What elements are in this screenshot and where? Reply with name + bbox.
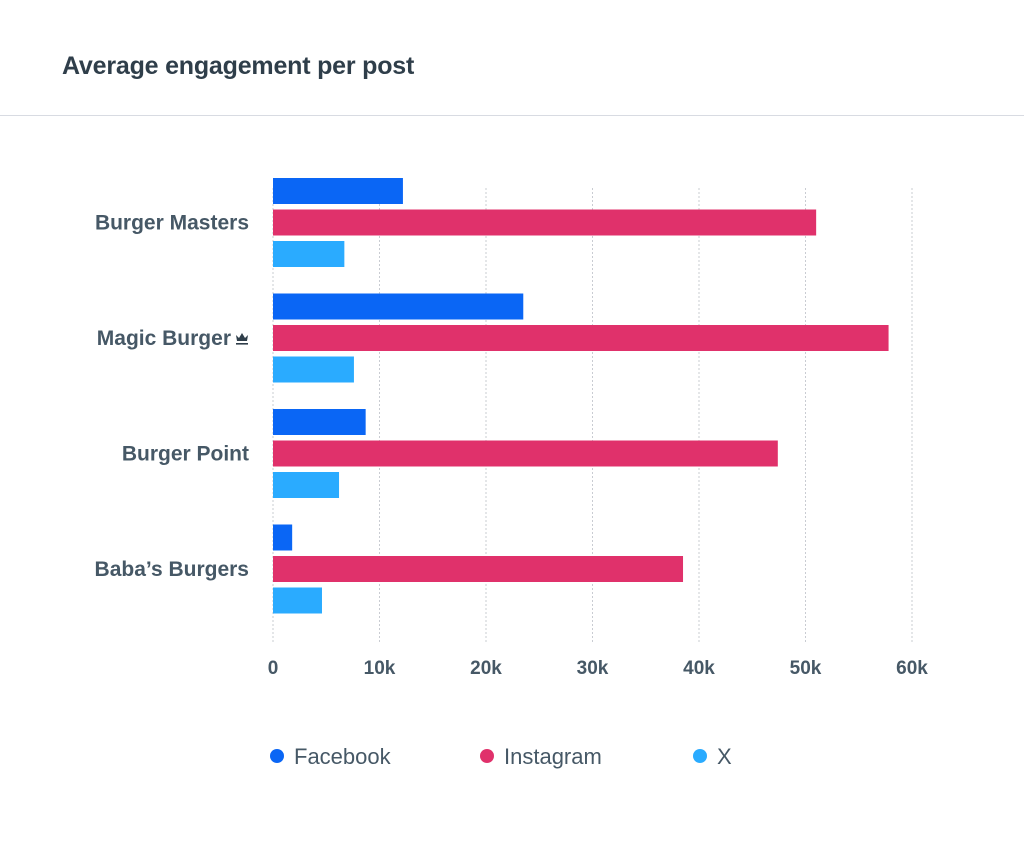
category-label: Burger Point	[122, 443, 249, 466]
x-tick-label: 20k	[470, 658, 502, 679]
category-label: Burger Masters	[95, 212, 249, 235]
bars	[273, 178, 889, 614]
bar-x[interactable]	[273, 472, 340, 498]
x-tick-label: 40k	[683, 658, 715, 679]
bar-x[interactable]	[273, 356, 354, 383]
legend-dot-icon	[270, 749, 284, 763]
x-tick-label: 0	[268, 658, 279, 679]
x-tick-label: 60k	[896, 658, 928, 679]
bar-instagram[interactable]	[273, 556, 684, 582]
category-label: Baba’s Burgers	[95, 558, 249, 581]
legend-item-x[interactable]: X	[693, 744, 732, 769]
legend-item-facebook[interactable]: Facebook	[270, 744, 392, 769]
bar-facebook[interactable]	[273, 293, 524, 320]
x-tick-label: 10k	[364, 658, 396, 679]
x-tick-label: 50k	[790, 658, 822, 679]
x-tick-label: 30k	[577, 658, 609, 679]
bar-instagram[interactable]	[273, 440, 778, 467]
category-labels: Burger Masters Magic Burger Burger Point Ba…	[95, 212, 249, 582]
legend-dot-icon	[480, 749, 494, 763]
bar-x[interactable]	[273, 587, 322, 614]
legend: Facebook Instagram X	[270, 744, 732, 769]
bar-x[interactable]	[273, 241, 345, 267]
chart-title: Average engagement per post	[62, 52, 415, 80]
legend-label: X	[717, 744, 732, 769]
bar-facebook[interactable]	[273, 178, 403, 204]
legend-label: Instagram	[504, 744, 602, 769]
header-divider	[0, 115, 1024, 116]
bar-facebook[interactable]	[273, 524, 293, 551]
bar-instagram[interactable]	[273, 325, 889, 351]
crown-icon	[236, 333, 248, 345]
x-tick-labels: 0 10k 20k 30k 40k 50k 60k	[268, 658, 929, 679]
bar-instagram[interactable]	[273, 209, 817, 236]
category-label: Magic Burger	[97, 327, 231, 350]
legend-item-instagram[interactable]: Instagram	[480, 744, 602, 769]
legend-label: Facebook	[294, 744, 392, 769]
bar-facebook[interactable]	[273, 409, 366, 435]
legend-dot-icon	[693, 749, 707, 763]
